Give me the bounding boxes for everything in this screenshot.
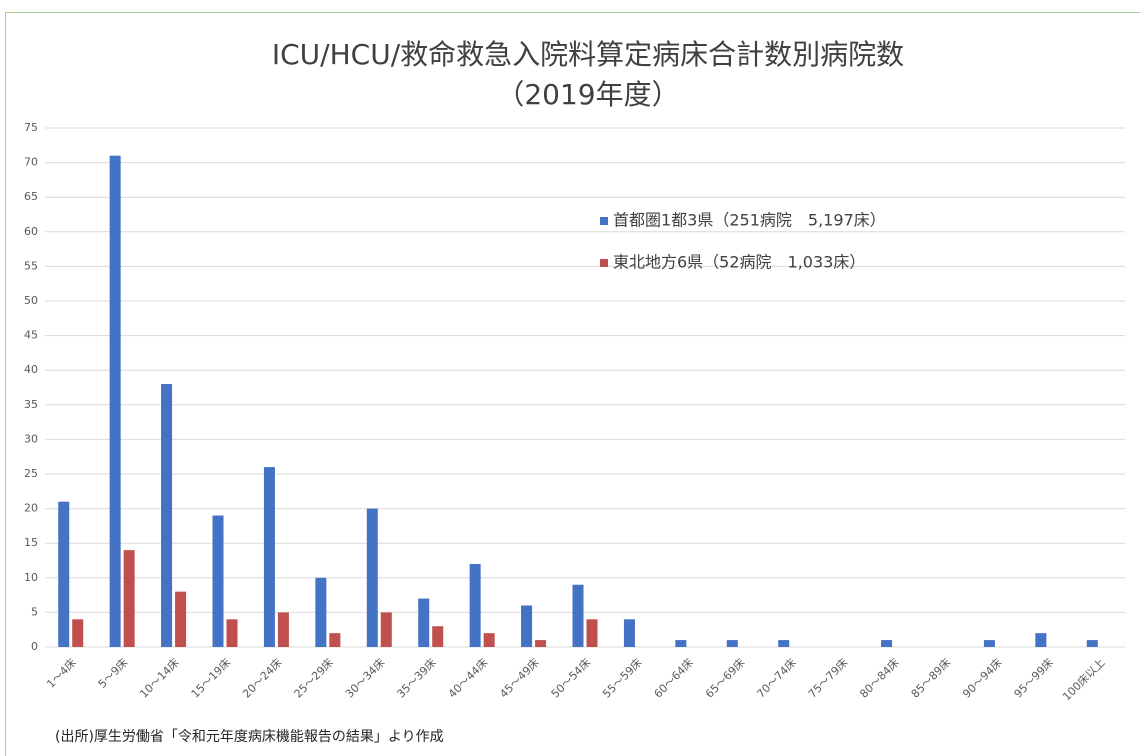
- x-tick-label: 75～79床: [805, 655, 850, 700]
- x-tick-label: 1～4床: [44, 655, 79, 690]
- x-tick-label: 50～54床: [548, 655, 593, 700]
- legend-label: 東北地方6県（52病院 1,033床）: [613, 253, 865, 272]
- x-tick-label: 65～69床: [702, 655, 747, 700]
- x-tick-label: 40～44床: [445, 655, 490, 700]
- bar: [212, 515, 224, 647]
- source-note: (出所)厚生労働省「令和元年度病床機能報告の結果」より作成: [55, 729, 444, 745]
- x-tick-label: 10～14床: [137, 655, 182, 700]
- chart-title: ICU/HCU/救命救急入院料算定病床合計数別病院数: [272, 38, 904, 71]
- bar: [675, 640, 687, 647]
- legend-label: 首都圏1都3県（251病院 5,197床）: [613, 211, 886, 230]
- bar: [881, 640, 893, 647]
- y-tick-label: 60: [24, 225, 38, 238]
- y-tick-label: 70: [24, 156, 38, 169]
- bar: [469, 563, 481, 647]
- bar: [1035, 633, 1047, 647]
- bar: [123, 550, 135, 647]
- bar: [161, 384, 173, 647]
- bar: [58, 501, 70, 647]
- bar: [572, 584, 584, 647]
- x-tick-label: 60～64床: [651, 655, 696, 700]
- y-tick-label: 15: [24, 536, 38, 549]
- x-tick-label: 70～74床: [754, 655, 799, 700]
- bar: [72, 619, 84, 647]
- x-tick-label: 80～84床: [857, 655, 902, 700]
- y-tick-label: 0: [31, 640, 38, 653]
- y-tick-label: 25: [24, 467, 38, 480]
- frame: [5, 12, 1140, 756]
- bar: [535, 640, 547, 647]
- bar: [432, 626, 444, 647]
- y-tick-label: 35: [24, 398, 38, 411]
- x-tick-label: 45～49床: [497, 655, 542, 700]
- x-tick-label: 55～59床: [599, 655, 644, 700]
- x-tick-label: 20～24床: [239, 655, 284, 700]
- y-tick-label: 10: [24, 571, 38, 584]
- bar: [263, 467, 275, 647]
- x-tick-label: 15～19床: [188, 655, 233, 700]
- x-tick-label: 95～99床: [1011, 655, 1056, 700]
- bar: [586, 619, 598, 647]
- x-tick-label: 90～94床: [959, 655, 1004, 700]
- chart-subtitle: （2019年度）: [496, 78, 679, 111]
- x-tick-label: 5～9床: [95, 655, 130, 690]
- bar: [1086, 640, 1098, 647]
- legend-swatch: [600, 217, 608, 225]
- bar: [418, 598, 430, 647]
- x-tick-label: 35～39床: [394, 655, 439, 700]
- bar: [483, 633, 495, 647]
- y-tick-label: 45: [24, 329, 38, 342]
- bar: [226, 619, 238, 647]
- bar: [726, 640, 738, 647]
- y-tick-label: 40: [24, 363, 38, 376]
- bar: [983, 640, 995, 647]
- y-tick-label: 20: [24, 502, 38, 515]
- bar: [175, 591, 187, 647]
- bar: [277, 612, 289, 647]
- y-tick-label: 30: [24, 432, 38, 445]
- bar: [366, 508, 378, 647]
- x-tick-label: 85～89床: [908, 655, 953, 700]
- y-tick-label: 5: [31, 605, 38, 618]
- bar: [315, 577, 327, 647]
- bar: [778, 640, 790, 647]
- bar: [329, 633, 341, 647]
- y-tick-label: 75: [24, 121, 38, 134]
- y-tick-label: 65: [24, 190, 38, 203]
- bar: [109, 155, 121, 647]
- bar: [380, 612, 392, 647]
- y-tick-label: 50: [24, 294, 38, 307]
- x-tick-label: 30～34床: [342, 655, 387, 700]
- bar: [623, 619, 635, 647]
- y-tick-label: 55: [24, 259, 38, 272]
- bar: [521, 605, 533, 647]
- x-tick-label: 25～29床: [291, 655, 336, 700]
- legend-swatch: [600, 259, 608, 267]
- x-tick-label: 100床以上: [1059, 655, 1107, 703]
